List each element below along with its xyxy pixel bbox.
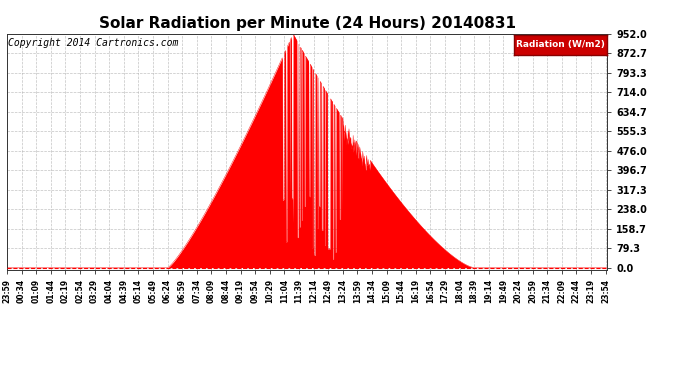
Text: Copyright 2014 Cartronics.com: Copyright 2014 Cartronics.com	[8, 39, 179, 48]
Title: Solar Radiation per Minute (24 Hours) 20140831: Solar Radiation per Minute (24 Hours) 20…	[99, 16, 515, 31]
